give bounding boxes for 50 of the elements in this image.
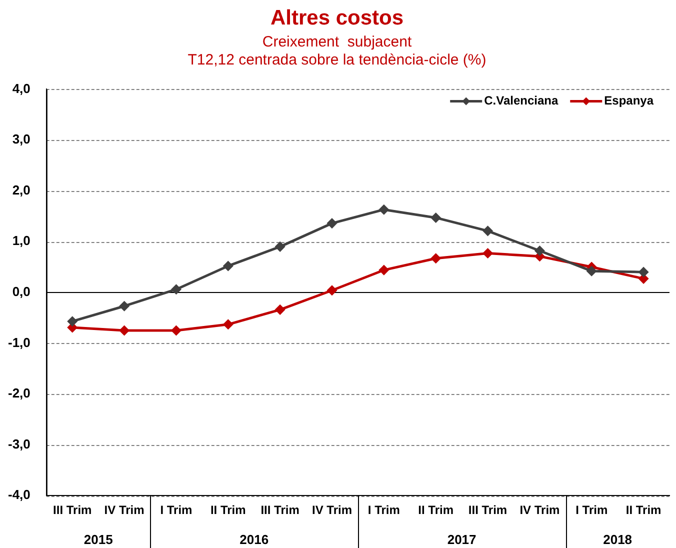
x-tick-label: III Trim <box>468 503 508 518</box>
text: 2015 <box>84 532 113 548</box>
chart-title: Altres costos <box>270 6 404 30</box>
point <box>171 326 181 336</box>
point <box>534 246 544 256</box>
point <box>638 267 648 277</box>
y-tick-label: 0,0 <box>12 284 30 299</box>
point <box>120 326 130 336</box>
x-tick-label: II Trim <box>418 503 454 518</box>
point <box>431 212 441 222</box>
point <box>483 248 493 258</box>
point <box>275 242 285 252</box>
point <box>68 316 78 326</box>
point <box>379 204 389 214</box>
y-tick-label: 1,0 <box>12 233 30 248</box>
text: 2017 <box>447 532 476 548</box>
legend-label: C.Valenciana <box>484 94 558 108</box>
point <box>223 320 233 330</box>
point <box>327 218 337 228</box>
point <box>275 304 285 314</box>
point <box>327 286 337 296</box>
y-tick-label: -1,0 <box>8 334 30 350</box>
point <box>638 274 648 284</box>
x-tick-label: I Trim <box>368 503 400 518</box>
y-tick-label: 2,0 <box>12 182 30 198</box>
chart-subtitle: Creixement subjacent T12,12 centrada sobre la tendència-cicle (%) <box>188 33 486 68</box>
point <box>431 254 441 264</box>
point <box>223 261 233 271</box>
y-tick-label: -4,0 <box>8 487 30 502</box>
x-tick-label: II Trim <box>626 503 662 518</box>
text: 2016 <box>240 532 269 548</box>
x-tick-label: III Trim <box>53 503 92 518</box>
x-tick-label: IV Trim <box>104 503 144 518</box>
point <box>171 284 181 294</box>
point <box>586 266 596 276</box>
x-tick-label: I Trim <box>576 503 608 518</box>
y-tick-label: 4,0 <box>12 80 30 96</box>
x-tick-label: III Trim <box>260 503 300 518</box>
x-tick-label: IV Trim <box>312 503 352 518</box>
point <box>120 301 130 311</box>
text: 2018 <box>603 532 632 548</box>
x-tick-label: IV Trim <box>520 503 560 518</box>
y-tick-label: -2,0 <box>8 386 30 401</box>
legend-label: Espanya <box>604 94 654 108</box>
x-tick-label: II Trim <box>210 503 246 518</box>
point <box>379 265 389 275</box>
y-tick-label: 3,0 <box>12 132 30 147</box>
point <box>483 226 493 236</box>
y-tick-label: -3,0 <box>8 436 30 452</box>
x-tick-label: I Trim <box>160 503 192 518</box>
